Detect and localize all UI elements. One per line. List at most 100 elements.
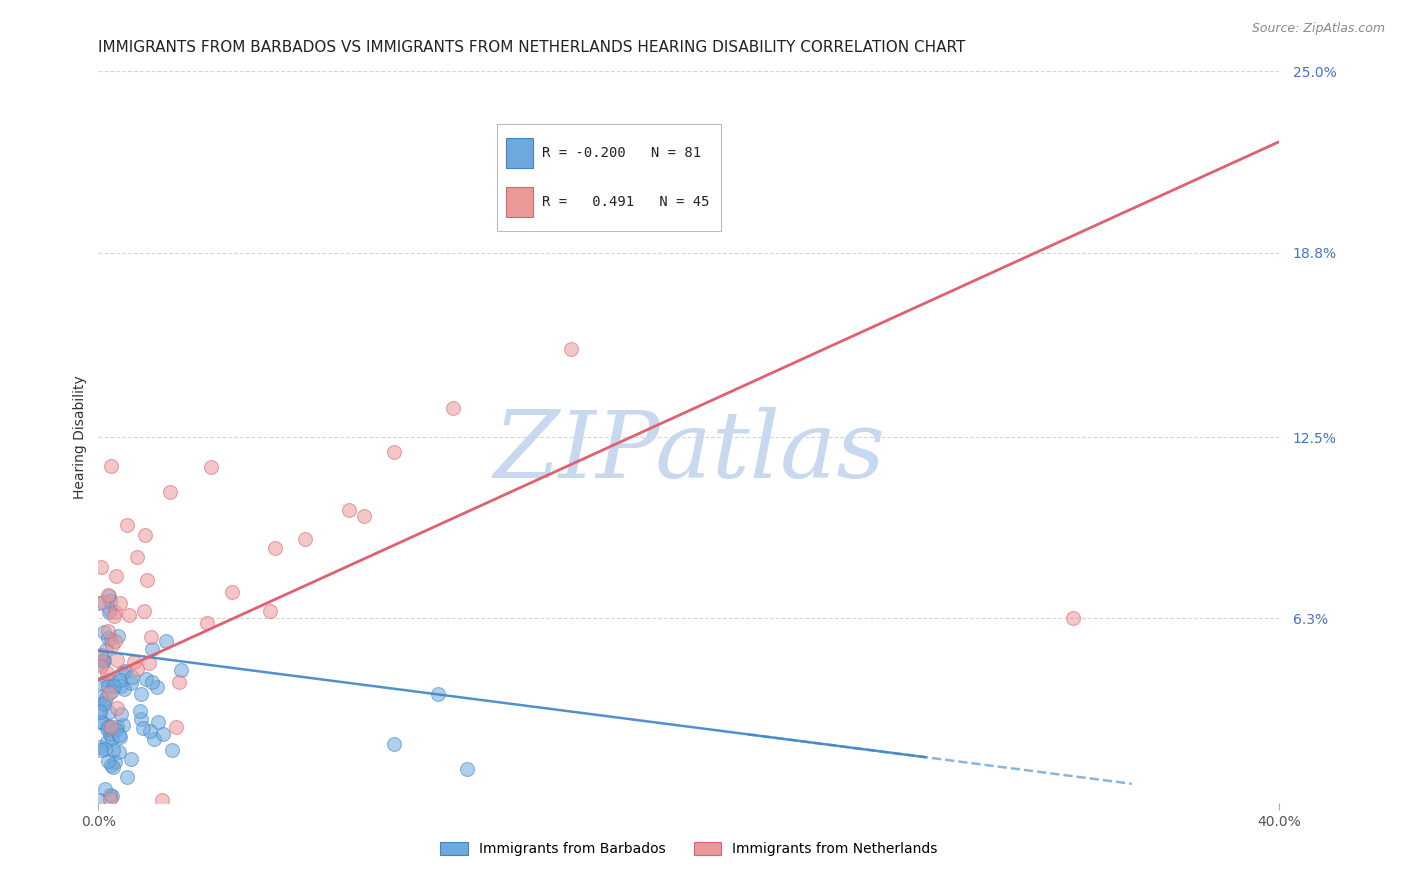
Point [146, 680, 169, 694]
Point [146, 715, 169, 730]
Point [120, 752, 142, 766]
Point [94, 642, 117, 657]
Point [98, 726, 121, 740]
Text: Source: ZipAtlas.com: Source: ZipAtlas.com [1251, 22, 1385, 36]
Bar [498, 124, 720, 231]
Point [91, 676, 114, 690]
Point [139, 630, 162, 644]
Point [100, 731, 122, 745]
Point [98, 719, 121, 733]
Point [136, 573, 159, 587]
Point [97, 588, 120, 602]
Point [195, 616, 218, 631]
Point [96, 722, 118, 736]
Point [117, 770, 139, 784]
Point [91, 652, 114, 666]
Point [560, 343, 582, 357]
Point [100, 458, 122, 473]
Text: R =   0.491   N = 45: R = 0.491 N = 45 [541, 195, 710, 209]
Point [100, 757, 122, 772]
Point [96, 735, 118, 749]
Point [91, 595, 114, 609]
Point [101, 760, 124, 774]
Point [100, 789, 122, 803]
Point [87, 704, 110, 718]
Point [141, 674, 163, 689]
Bar [506, 187, 533, 217]
Point [138, 657, 160, 671]
Point [104, 634, 127, 648]
Point [221, 585, 243, 599]
Point [90, 559, 112, 574]
Point [132, 721, 155, 735]
Point [115, 518, 138, 533]
Point [339, 503, 361, 517]
Point [90, 659, 112, 673]
Point [107, 745, 129, 759]
Text: R = -0.200   N = 81: R = -0.200 N = 81 [541, 146, 702, 160]
Point [104, 605, 127, 619]
Point [91, 696, 114, 710]
Point [91, 714, 114, 729]
Point [103, 679, 125, 693]
Point [127, 662, 149, 676]
Point [150, 793, 173, 807]
Point [264, 541, 287, 555]
Point [121, 670, 143, 684]
Point [94, 782, 117, 797]
Point [97, 632, 120, 646]
Point [89, 739, 111, 754]
Point [90, 690, 112, 704]
Point [110, 673, 132, 688]
Point [97, 624, 120, 639]
Point [89, 657, 111, 671]
Point [457, 762, 479, 776]
Point [165, 720, 187, 734]
Point [94, 742, 117, 756]
Point [89, 793, 111, 807]
Point [167, 674, 190, 689]
Point [122, 656, 145, 670]
Point [108, 597, 131, 611]
Point [93, 654, 115, 668]
Y-axis label: Hearing Disability: Hearing Disability [73, 376, 87, 499]
Point [96, 673, 118, 687]
Point [200, 460, 222, 475]
Point [382, 444, 405, 458]
Point [105, 568, 128, 582]
Point [103, 743, 125, 757]
Point [89, 714, 111, 729]
Point [97, 720, 120, 734]
Point [141, 641, 163, 656]
Text: ZIPatlas: ZIPatlas [494, 407, 884, 497]
Bar [506, 138, 533, 168]
Point [294, 533, 316, 547]
Point [97, 679, 120, 693]
Point [100, 603, 122, 617]
Point [134, 528, 156, 542]
Point [134, 603, 156, 617]
Point [96, 665, 118, 680]
Point [89, 706, 111, 720]
Point [103, 608, 125, 623]
Point [107, 728, 129, 742]
Point [90, 648, 112, 663]
Point [125, 550, 148, 565]
Point [118, 608, 141, 623]
Point [162, 743, 183, 757]
Point [139, 724, 162, 739]
Point [427, 687, 450, 701]
Point [98, 788, 121, 802]
Point [104, 755, 127, 769]
Point [142, 731, 165, 746]
Point [129, 687, 152, 701]
Point [93, 697, 115, 711]
Point [159, 484, 181, 499]
Point [111, 665, 134, 680]
Point [1062, 611, 1084, 625]
Point [98, 686, 121, 700]
Point [114, 664, 136, 678]
Point [441, 401, 464, 415]
Point [93, 624, 115, 639]
Point [100, 632, 122, 646]
